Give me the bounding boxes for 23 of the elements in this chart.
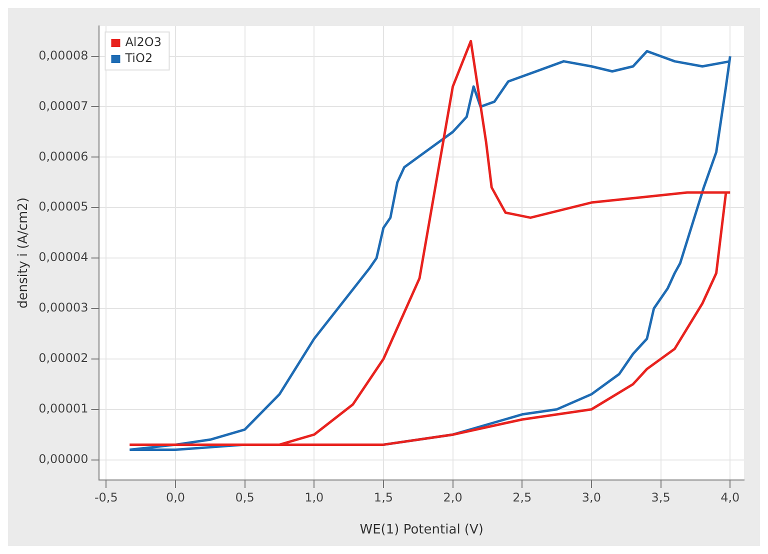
y-tick-label: 0,00001 [38, 402, 88, 416]
x-tick-label: 1,0 [304, 490, 324, 504]
x-tick-label: 3,0 [582, 490, 602, 504]
y-axis-title: density i (A/cm2) [16, 197, 32, 309]
y-tick-label: 0,00000 [38, 452, 88, 466]
x-tick-label: 2,0 [443, 490, 462, 504]
y-tick-label: 0,00007 [38, 98, 88, 113]
y-tick-label: 0,00003 [38, 300, 88, 315]
x-tick-label: 2,5 [512, 490, 532, 504]
y-tick-label: 0,00002 [38, 351, 88, 366]
x-tick-label: 0,0 [166, 490, 186, 504]
x-tick-label: 1,5 [374, 490, 394, 504]
x-axis-title: WE(1) Potential (V) [360, 522, 484, 538]
legend-label: TiO2 [124, 51, 153, 66]
y-tick-label: 0,00004 [38, 250, 88, 264]
x-tick-label: -0,5 [94, 490, 118, 504]
y-tick-label: 0,00005 [38, 200, 88, 214]
x-tick-label: 4,0 [720, 490, 740, 504]
x-tick-label: 3,5 [651, 490, 670, 504]
x-tick-label: 0,5 [235, 490, 254, 504]
y-tick-label: 0,00008 [38, 48, 88, 62]
y-tick-label: 0,00006 [38, 149, 88, 164]
legend-label: Al2O3 [125, 35, 162, 50]
